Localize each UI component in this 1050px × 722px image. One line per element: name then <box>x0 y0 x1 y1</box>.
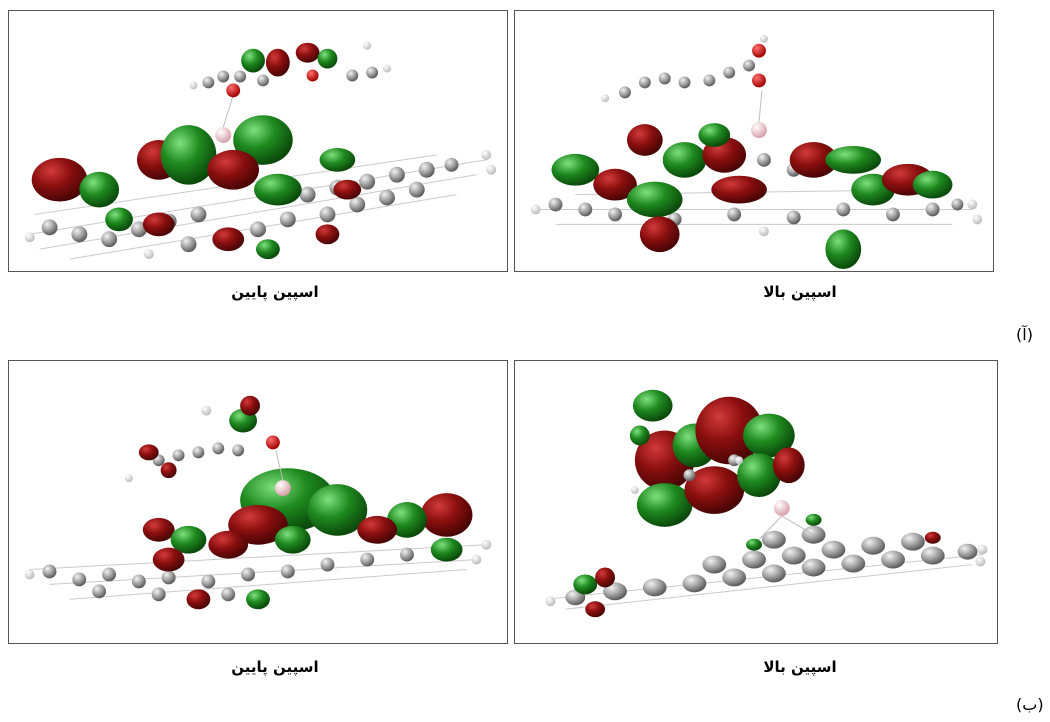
caption-a-spin-down: اسپین پایین <box>231 283 319 301</box>
caption-b-spin-down: اسپین پایین <box>231 658 319 676</box>
panel-a-spin-down <box>8 10 508 272</box>
caption-b-spin-up: اسپین بالا <box>763 658 837 676</box>
molecular-orbital-image-a-up <box>530 34 983 270</box>
panel-b-spin-up <box>514 360 998 644</box>
row-label-b: (ب) <box>1016 695 1044 714</box>
row-label-a: (آ) <box>1016 325 1033 344</box>
panel-b-spin-down <box>8 360 508 644</box>
molecular-orbital-image-b-down <box>24 395 492 610</box>
caption-a-spin-up: اسپین بالا <box>763 283 837 301</box>
molecular-orbital-image-a-down <box>24 41 497 260</box>
molecular-orbital-image-b-up <box>545 389 988 618</box>
panel-a-spin-up <box>514 10 994 272</box>
